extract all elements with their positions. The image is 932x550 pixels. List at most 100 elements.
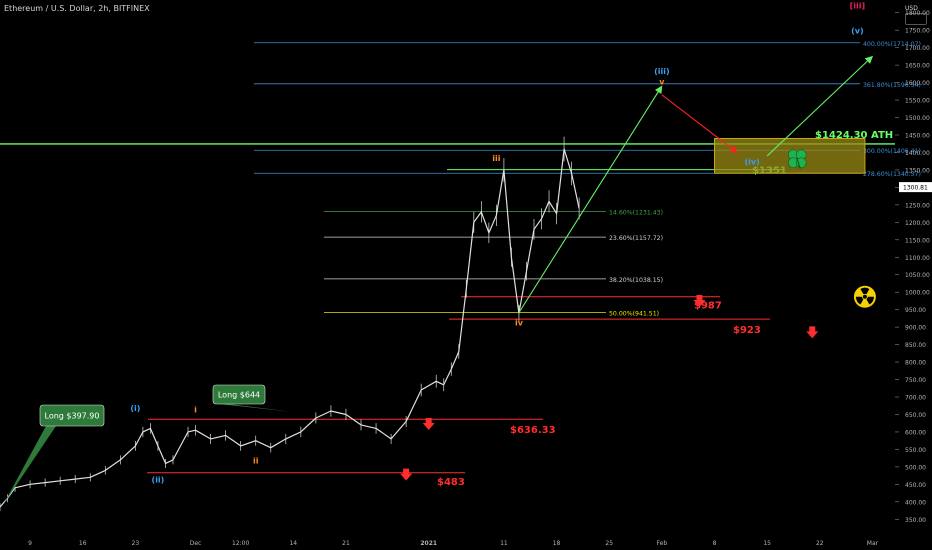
x-axis-tick-label: 23 [132,540,140,547]
callout-box [212,384,266,405]
wave-label: (ii) [152,476,165,485]
x-axis-tick-label: 22 [816,540,824,547]
y-axis-tick-label: 1450.00 [905,133,930,140]
x-axis-tick-label: 9 [28,540,32,547]
wave-label: (iv) [744,158,759,167]
x-axis: 9 16 23 Dec 12:00 14 21 2021 11 18 25 Feb 8 15 22 Mar [28,540,878,547]
price-level-label: $987 [694,301,722,312]
projection-arrow [766,55,873,157]
x-axis-tick-label: 18 [553,540,561,547]
y-axis-tick-label: 550.00 [905,447,926,454]
y-axis-tick-label: 1250.00 [905,202,930,209]
x-axis-tick-label: 14 [289,540,297,547]
fibonacci-levels: 400.00%(1714.07) 361.80%(1596.54) 300.00%(… [254,41,921,318]
fib-level-label: 400.00%(1714.07) [863,41,921,48]
down-arrow-icon [806,326,819,339]
fib-level-label: 361.80%(1596.54) [863,82,921,89]
y-axis-tick-label: 1350.00 [905,167,930,174]
callout-label: Long $644 [218,391,260,400]
callout-box [39,404,105,427]
y-axis-tick-label: 1700.00 [905,45,930,52]
wave-label: (v) [851,27,864,36]
x-axis-tick-label: 25 [605,540,613,547]
callouts: Long $397.90 Long $644 [3,384,293,505]
wave-label: ii [253,456,259,465]
x-axis-tick-label: 12:00 [232,540,249,547]
currency-toggle-button[interactable] [905,13,927,25]
price-level-label: $483 [437,477,465,488]
current-price-badge [899,182,932,193]
down-arrow-icon [693,294,706,307]
wave-label: [iii] [850,2,866,11]
x-axis-tick-label: 2021 [420,540,437,547]
callout-pointer [219,404,293,412]
y-axis-tick-label: 1200.00 [905,220,930,227]
x-axis-tick-label: Feb [657,540,668,547]
y-axis-tick-label: 700.00 [905,395,926,402]
y-axis-tick-label: 1400.00 [905,150,930,157]
y-axis-tick-label: 750.00 [905,377,926,384]
wave-label: v [659,77,665,86]
projection-arrows [400,55,873,481]
fib-level-label: 23.60%(1157.72) [609,235,663,242]
price-series-line [0,148,580,508]
currency-label: USD [905,5,918,12]
down-arrow-icon [400,468,413,481]
y-axis-tick-label: 350.00 [905,517,926,524]
x-axis-tick-label: 11 [500,540,508,547]
y-axis-tick-label: 650.00 [905,412,926,419]
x-axis-tick-label: 15 [763,540,771,547]
support-resistance-levels: $1424.30 ATH$1351$987$923$636.33$483 [0,130,895,488]
chart-title: Ethereum / U.S. Dollar, 2h, BITFINEX [4,4,150,13]
price-level-label: $923 [733,325,761,336]
x-axis-tick-label: Dec [190,540,202,547]
y-axis-tick-label: 400.00 [905,499,926,506]
y-axis-tick-label: 1600.00 [905,80,930,87]
y-axis-tick-label: 800.00 [905,360,926,367]
fib-level-label: 50.00%(941.51) [609,311,659,318]
y-axis-tick-label: 900.00 [905,325,926,332]
callout-pointer [3,426,56,505]
wave-label: i [194,406,197,415]
y-axis-tick-label: 1650.00 [905,63,930,70]
wave-label: (iii) [654,67,670,76]
y-axis-tick-label: 1100.00 [905,255,930,262]
price-level-label: $1424.30 ATH [815,130,893,141]
radiation-icon-blade [860,287,870,294]
y-axis-tick-label: 450.00 [905,482,926,489]
price-series-group [0,136,580,512]
y-axis-tick-label: 1800.00 [905,10,930,17]
price-level-label: $636.33 [510,425,556,436]
y-axis-tick-label: 1050.00 [905,272,930,279]
callout-label: Long $397.90 [45,412,100,421]
y-axis-tick-label: 850.00 [905,342,926,349]
wave-label: iv [515,318,524,327]
y-axis-tick-label: 1750.00 [905,28,930,35]
wave-label: (i) [130,404,140,413]
y-axis-tick-label: 1550.00 [905,98,930,105]
wave-label: iii [492,154,500,163]
x-axis-tick-label: 21 [342,540,350,547]
current-price-label: 1300.81 [903,185,928,192]
y-axis-tick-label: 1150.00 [905,237,930,244]
radiation-icon-blade [866,296,874,305]
fib-level-label: 14.60%(1231.43) [609,209,663,216]
projection-arrow [661,94,738,153]
x-axis-tick-label: 8 [713,540,717,547]
y-axis: 350.00 400.00 450.00 500.00 550.00 600.00 650.… [895,10,932,524]
icons [787,149,876,308]
y-axis-tick-label: 1000.00 [905,290,930,297]
radiation-icon-center [862,294,867,299]
x-axis-tick-label: Mar [867,540,879,547]
clover-icon [796,158,801,169]
y-axis-tick-label: 1500.00 [905,115,930,122]
y-axis-tick-label: 500.00 [905,464,926,471]
down-arrow-icon [422,417,435,430]
x-axis-tick-label: 16 [79,540,87,547]
y-axis-tick-label: 950.00 [905,307,926,314]
fib-level-label: 300.00%(1406.41) [863,148,921,155]
fib-level-label: 38.20%(1038.15) [609,277,663,284]
fib-level-label: 278.60%(1340.57) [863,171,921,178]
